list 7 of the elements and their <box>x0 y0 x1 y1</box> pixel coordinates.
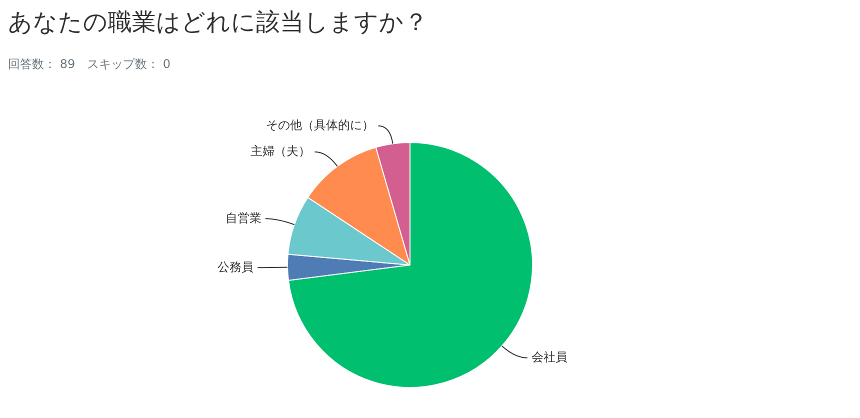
slice-label: 会社員 <box>531 350 568 364</box>
chart-title: あなたの職業はどれに該当しますか？ <box>8 7 428 38</box>
slice-label: 主婦（夫） <box>250 144 311 158</box>
slice-label: 自営業 <box>225 210 262 225</box>
text: 回答数： 89 スキップ数： 0 <box>8 56 171 73</box>
slice-label: 公務員 <box>218 260 254 274</box>
slice-label: その他（具体的に） <box>266 118 374 132</box>
